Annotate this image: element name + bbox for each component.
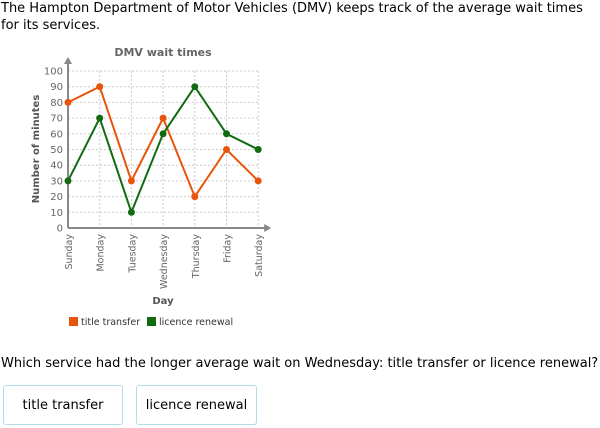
data-point: [96, 83, 104, 91]
y-tick-label: 50: [50, 145, 63, 156]
y-tick-label: 30: [50, 176, 63, 187]
x-tick-label: Saturday: [254, 234, 265, 277]
y-axis-label: Number of minutes: [31, 95, 42, 204]
data-point: [159, 114, 167, 122]
data-point: [127, 177, 135, 185]
x-axis-label: Day: [152, 296, 174, 307]
x-tick-label: Monday: [96, 234, 107, 272]
y-tick-label: 20: [50, 192, 63, 203]
data-point: [159, 130, 167, 138]
data-point: [127, 208, 135, 216]
answer-licence-renewal-button[interactable]: licence renewal: [136, 385, 257, 425]
legend-label: licence renewal: [159, 317, 233, 328]
y-tick-label: 70: [50, 114, 63, 125]
question-text: Which service had the longer average wai…: [1, 356, 599, 371]
y-tick-label: 80: [50, 98, 63, 109]
y-tick-label: 40: [50, 161, 63, 172]
x-tick-label: Tuesday: [127, 234, 138, 274]
x-axis-arrow: [264, 224, 272, 232]
data-point: [254, 146, 262, 153]
legend-swatch: [147, 317, 156, 326]
legend-label: title transfer: [81, 317, 140, 328]
line-chart: DMV wait times Number of minutes Day 0 10…: [31, 46, 272, 328]
data-point: [191, 83, 199, 91]
y-tick-label: 0: [57, 224, 63, 235]
x-tick-label: Wednesday: [159, 234, 170, 289]
legend-swatch: [69, 317, 78, 326]
x-tick-label: Friday: [223, 234, 234, 263]
data-point: [96, 114, 104, 122]
y-axis-arrow: [64, 57, 72, 64]
y-tick-label: 10: [50, 208, 63, 219]
data-point: [191, 193, 199, 201]
data-point: [64, 177, 72, 185]
x-tick-label: Thursday: [191, 234, 202, 280]
x-tick-label: Sunday: [64, 234, 75, 270]
chart-title: DMV wait times: [114, 46, 212, 59]
y-tick-label: 60: [50, 129, 63, 140]
data-point: [254, 177, 262, 185]
y-tick-label: 100: [44, 67, 63, 78]
data-point: [223, 146, 230, 153]
y-tick-label: 90: [50, 82, 63, 93]
intro-text: The Hampton Department of Motor Vehicles…: [1, 1, 583, 33]
answer-title-transfer-button[interactable]: title transfer: [3, 385, 123, 425]
data-point: [223, 130, 230, 138]
data-point: [64, 98, 72, 106]
